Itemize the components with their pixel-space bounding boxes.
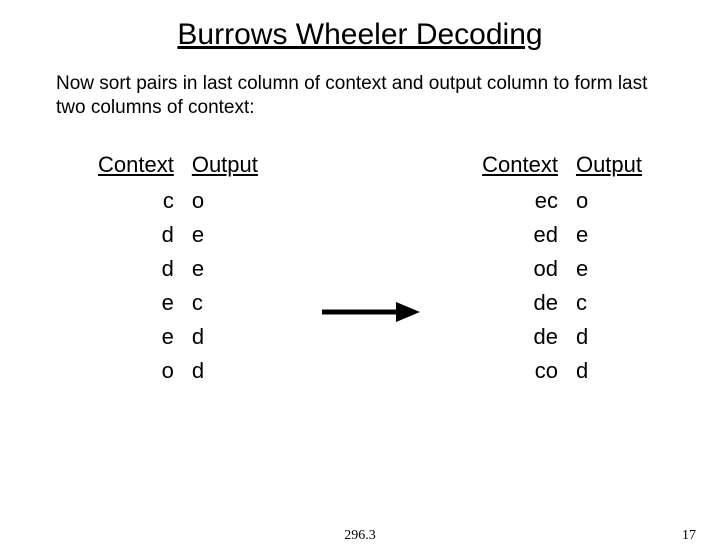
cell: ec bbox=[474, 184, 568, 218]
left-table-header-output: Output bbox=[184, 150, 266, 184]
cell: de bbox=[474, 286, 568, 320]
table-row: ode bbox=[474, 252, 650, 286]
cell: ed bbox=[474, 218, 568, 252]
cell: e bbox=[568, 218, 650, 252]
cell: c bbox=[568, 286, 650, 320]
cell: e bbox=[90, 320, 184, 354]
table-row: eco bbox=[474, 184, 650, 218]
arrow-right-icon bbox=[320, 300, 420, 324]
table-row: od bbox=[90, 354, 266, 388]
cell: e bbox=[90, 286, 184, 320]
cell: d bbox=[90, 218, 184, 252]
right-table-header-output: Output bbox=[568, 150, 650, 184]
arrow-container bbox=[266, 150, 474, 324]
table-row: ed bbox=[90, 320, 266, 354]
description-text: Now sort pairs in last column of context… bbox=[0, 52, 720, 120]
cell: d bbox=[184, 354, 266, 388]
cell: d bbox=[568, 320, 650, 354]
left-table: Context Output co de de ec ed od bbox=[90, 150, 266, 388]
left-table-header-context: Context bbox=[90, 150, 184, 184]
cell: o bbox=[90, 354, 184, 388]
cell: e bbox=[184, 252, 266, 286]
cell: e bbox=[568, 252, 650, 286]
cell: e bbox=[184, 218, 266, 252]
cell: co bbox=[474, 354, 568, 388]
cell: od bbox=[474, 252, 568, 286]
footer-page-number: 17 bbox=[682, 528, 696, 544]
cell: o bbox=[568, 184, 650, 218]
cell: de bbox=[474, 320, 568, 354]
table-row: de bbox=[90, 252, 266, 286]
table-row: dec bbox=[474, 286, 650, 320]
table-row: co bbox=[90, 184, 266, 218]
cell: c bbox=[90, 184, 184, 218]
cell: d bbox=[90, 252, 184, 286]
table-row: ec bbox=[90, 286, 266, 320]
cell: d bbox=[568, 354, 650, 388]
table-row: de bbox=[90, 218, 266, 252]
table-row: ede bbox=[474, 218, 650, 252]
table-row: cod bbox=[474, 354, 650, 388]
page-title: Burrows Wheeler Decoding bbox=[0, 0, 720, 52]
cell: c bbox=[184, 286, 266, 320]
cell: o bbox=[184, 184, 266, 218]
tables-container: Context Output co de de ec ed od Context… bbox=[0, 120, 720, 388]
right-table: Context Output eco ede ode dec ded cod bbox=[474, 150, 650, 388]
cell: d bbox=[184, 320, 266, 354]
table-row: ded bbox=[474, 320, 650, 354]
right-table-header-context: Context bbox=[474, 150, 568, 184]
footer-center-text: 296.3 bbox=[344, 528, 376, 544]
